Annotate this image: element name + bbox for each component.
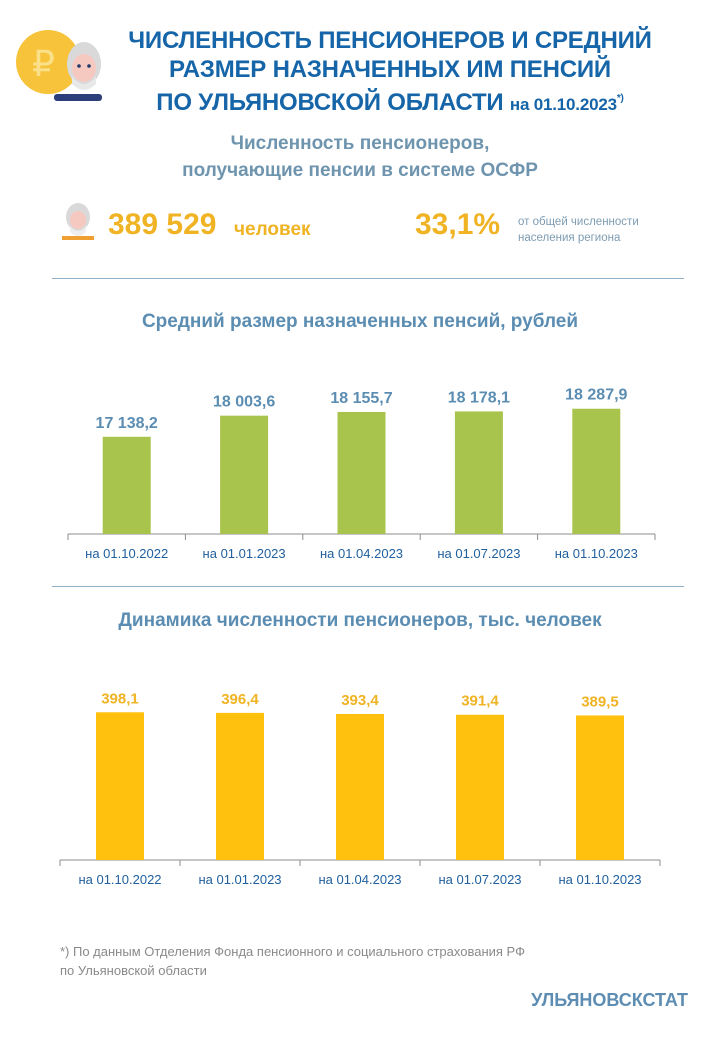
data-label: 391,4 <box>461 693 499 710</box>
pension-chart-title: Средний размер назначенных пенсий, рубле… <box>141 311 579 332</box>
title-line: РАЗМЕР НАЗНАЧЕННЫХ ИМ ПЕНСИЙ <box>169 56 611 83</box>
data-label: 393,4 <box>341 692 379 709</box>
footnote-line: *) По данным Отделения Фонда пенсионного… <box>60 944 525 959</box>
pensioner-count-unit: человек <box>234 219 311 240</box>
population-share-note: от общей численности населения региона <box>518 214 639 246</box>
data-label: 18 003,6 <box>213 394 275 411</box>
footnote-line: по Ульяновской области <box>60 963 207 978</box>
bar <box>336 714 384 860</box>
footnote-mark: *) <box>616 93 624 104</box>
subtitle-line: получающие пенсии в системе ОСФР <box>182 160 538 181</box>
divider <box>52 278 684 279</box>
bar <box>216 712 264 860</box>
population-share: 33,1% <box>415 208 501 241</box>
x-tick-label: на 01.01.2023 <box>198 872 281 887</box>
note-line: населения региона <box>518 232 621 244</box>
title-line: ЧИСЛЕННОСТЬ ПЕНСИОНЕРОВ И СРЕДНИЙ <box>128 27 652 54</box>
data-label: 389,5 <box>581 693 619 710</box>
pensioner-coin-icon: ₽ <box>16 30 102 101</box>
bar <box>572 408 621 534</box>
data-label: 398,1 <box>101 690 139 707</box>
bar <box>220 415 269 534</box>
bar <box>102 436 151 534</box>
bar <box>337 411 386 534</box>
x-tick-label: на 01.10.2023 <box>555 546 638 561</box>
note-line: от общей численности <box>518 216 639 228</box>
pensioner-count-chart-title: Динамика численности пенсионеров, тыс. ч… <box>118 610 602 631</box>
title-line: ПО УЛЬЯНОВСКОЙ ОБЛАСТИ <box>156 89 504 116</box>
subtitle-line: Численность пенсионеров, <box>230 133 490 154</box>
x-tick-label: на 01.07.2023 <box>437 546 520 561</box>
data-label: 18 155,7 <box>330 390 392 407</box>
title-date: на 01.10.2023 <box>509 95 617 114</box>
x-tick-label: на 01.07.2023 <box>438 872 521 887</box>
brand-logo: УЛЬЯНОВСКСТАТ <box>531 990 688 1010</box>
svg-text:₽: ₽ <box>32 43 55 84</box>
data-label: 396,4 <box>221 691 259 708</box>
x-tick-label: на 01.10.2022 <box>78 872 161 887</box>
x-tick-label: на 01.04.2023 <box>318 872 401 887</box>
x-tick-label: на 01.10.2022 <box>85 546 168 561</box>
x-tick-label: на 01.01.2023 <box>203 546 286 561</box>
data-label: 18 287,9 <box>565 387 627 404</box>
bar <box>454 411 503 534</box>
x-tick-label: на 01.10.2023 <box>558 872 641 887</box>
page-title: ЧИСЛЕННОСТЬ ПЕНСИОНЕРОВ И СРЕДНИЙ РАЗМЕР… <box>100 26 680 119</box>
bar <box>96 712 144 860</box>
pensioner-count: 389 529 <box>108 208 217 241</box>
bar <box>576 715 624 860</box>
summary-subtitle: Численность пенсионеров, получающие пенс… <box>100 130 620 184</box>
x-tick-label: на 01.04.2023 <box>320 546 403 561</box>
data-label: 17 138,2 <box>96 415 158 432</box>
divider <box>52 586 684 587</box>
data-label: 18 178,1 <box>448 389 510 406</box>
footnote: *) По данным Отделения Фонда пенсионного… <box>60 942 525 980</box>
pensioner-icon <box>62 203 94 240</box>
bar <box>456 714 504 860</box>
